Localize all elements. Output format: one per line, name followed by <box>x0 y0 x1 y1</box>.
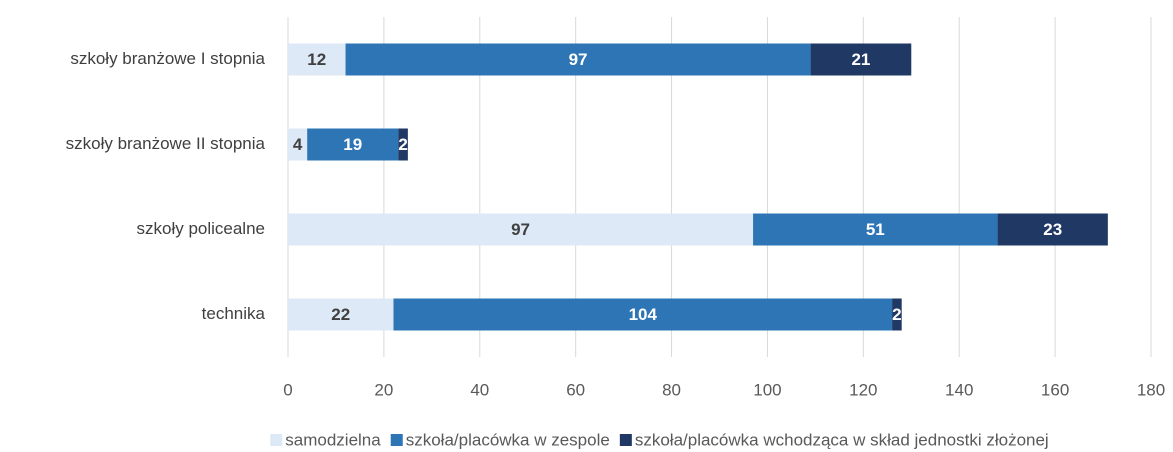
data-label: 2 <box>892 305 901 324</box>
bar-segment <box>288 43 346 76</box>
x-tick-label: 160 <box>1041 380 1069 399</box>
legend-swatch <box>390 434 403 446</box>
legend-label: szkoła/placówka w zespole <box>406 430 610 449</box>
bar-segment <box>393 298 893 331</box>
x-tick-label: 60 <box>566 380 585 399</box>
bar-segment <box>345 43 811 76</box>
bar-segment <box>810 43 912 76</box>
bar-segment <box>288 298 394 331</box>
legend-swatch <box>270 434 283 446</box>
data-label: 23 <box>1043 220 1062 239</box>
x-tick-label: 120 <box>849 380 877 399</box>
bar-segment <box>753 213 998 246</box>
data-label: 51 <box>866 220 885 239</box>
bar-segment <box>288 128 308 161</box>
legend-swatch <box>619 434 632 446</box>
legend: samodzielna szkoła/placówka w zespole szko… <box>270 430 1049 449</box>
data-label: 4 <box>293 135 303 154</box>
legend-label: szkoła/placówka wchodząca w skład jednos… <box>635 430 1049 449</box>
data-label: 12 <box>307 50 326 69</box>
category-label: szkoły branżowe I stopnia <box>70 49 265 68</box>
legend-label: samodzielna <box>285 430 381 449</box>
data-label: 97 <box>511 220 530 239</box>
bar-segment <box>398 128 408 161</box>
data-label: 2 <box>398 135 407 154</box>
data-label: 22 <box>331 305 350 324</box>
data-label: 21 <box>851 50 870 69</box>
bar-segment <box>307 128 399 161</box>
category-label: technika <box>202 304 266 323</box>
x-tick-label: 80 <box>662 380 681 399</box>
x-tick-label: 140 <box>945 380 973 399</box>
data-label: 104 <box>629 305 658 324</box>
bar-segment <box>997 213 1108 246</box>
x-tick-label: 0 <box>283 380 292 399</box>
x-tick-label: 40 <box>470 380 489 399</box>
data-label: 97 <box>569 50 588 69</box>
x-tick-label: 180 <box>1137 380 1165 399</box>
category-label: szkoły policealne <box>136 219 265 238</box>
category-label: szkoły branżowe II stopnia <box>66 134 266 153</box>
bar-segment <box>288 213 754 246</box>
x-tick-label: 20 <box>374 380 393 399</box>
x-tick-label: 100 <box>753 380 781 399</box>
bar-segment <box>892 298 902 331</box>
data-label: 19 <box>343 135 362 154</box>
